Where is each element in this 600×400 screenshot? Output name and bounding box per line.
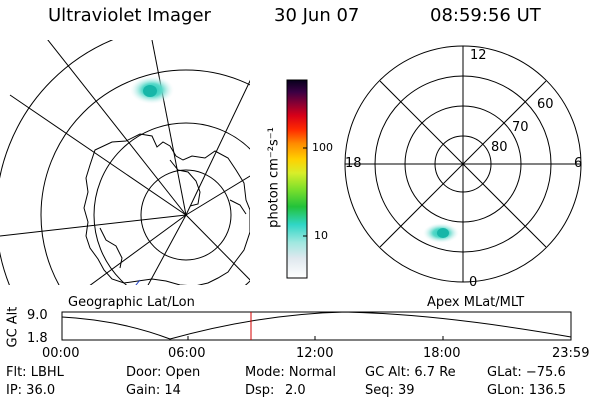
colorbar-tick-100: 100: [312, 141, 333, 154]
ip-label: IP: 36.0: [6, 383, 56, 398]
instrument-title: Ultraviolet Imager: [48, 5, 211, 26]
time-tick-2359: 23:59: [552, 346, 590, 361]
altitude-timeline: [61, 311, 572, 341]
mlat-mlt-plot: [344, 45, 582, 283]
altitude-ytick-max: 9.0: [27, 308, 48, 323]
date-label: 30 Jun 07: [274, 5, 360, 26]
mlat-label-60: 60: [537, 97, 554, 112]
time-tick-0000: 00:00: [42, 346, 80, 361]
geographic-panel-label: Geographic Lat/Lon: [68, 295, 195, 310]
altitude-ylabel: GC Alt: [5, 306, 21, 348]
mode-label: Mode: Normal: [245, 365, 336, 380]
apex-panel-label: Apex MLat/MLT: [427, 295, 525, 310]
mlat-label-80: 80: [491, 140, 508, 155]
gc-alt-label: GC Alt: 6.7 Re: [365, 365, 456, 380]
dsp-label: Dsp:: [245, 383, 275, 398]
dsp-value: 2.0: [285, 383, 306, 398]
time-tick-0600: 06:00: [168, 346, 206, 361]
gain-label: Gain: 14: [126, 383, 181, 398]
glat-label: GLat: −75.6: [487, 365, 566, 380]
mlt-label-12: 12: [470, 48, 487, 63]
filter-label: Flt: LBHL: [6, 365, 64, 380]
colorbar-tick-10: 10: [314, 229, 328, 242]
door-label: Door: Open: [126, 365, 201, 380]
time-label: 08:59:56 UT: [430, 5, 541, 26]
glon-label: GLon: 136.5: [487, 383, 567, 398]
mlt-label-6: 6: [574, 156, 583, 171]
mlat-label-70: 70: [512, 120, 529, 135]
altitude-ytick-min: 1.8: [27, 331, 48, 346]
time-tick-1800: 18:00: [423, 346, 461, 361]
mlt-label-0: 0: [469, 275, 478, 290]
colorbar: [286, 79, 308, 279]
mlt-label-18: 18: [345, 156, 362, 171]
seq-label: Seq: 39: [365, 383, 415, 398]
time-tick-1200: 12:00: [296, 346, 334, 361]
colorbar-label: photon cm⁻²s⁻¹: [266, 127, 282, 228]
